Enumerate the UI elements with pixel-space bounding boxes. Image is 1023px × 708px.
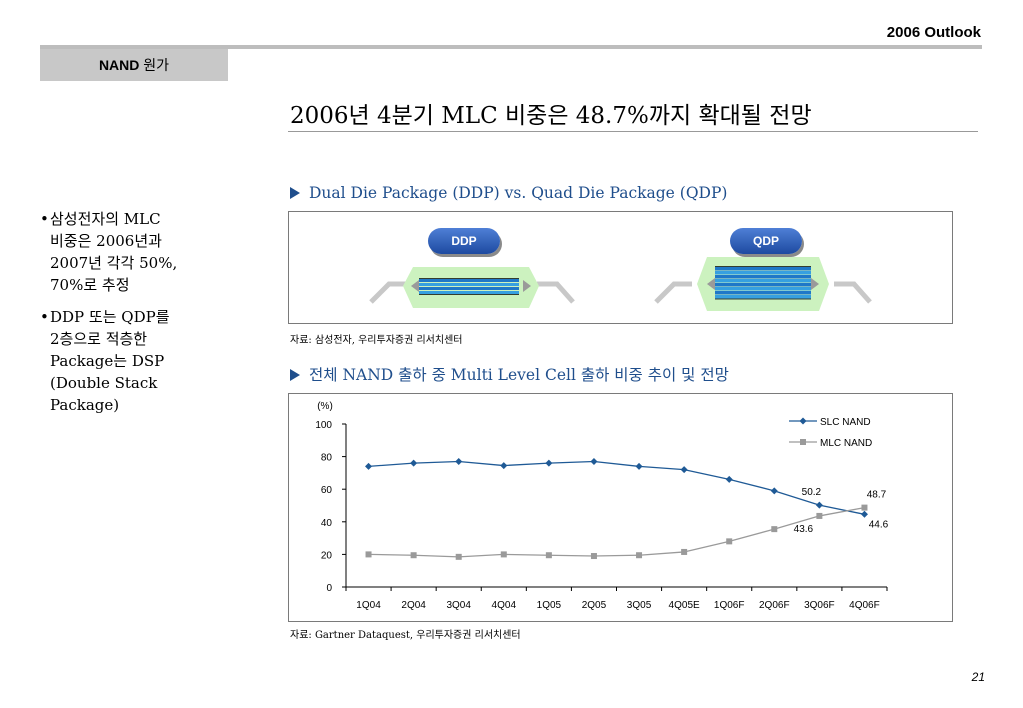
chart-frame: 0 20 40 60 80 100 (%) 1Q04 2Q04 3Q04 4Q04 1Q05 2Q05 3…: [288, 393, 953, 622]
y-tick-label: 80: [321, 453, 333, 464]
legend-marker-slc: [799, 417, 807, 425]
slc-data-point: [455, 457, 463, 465]
data-label: 50.2: [802, 487, 822, 498]
mlc-data-point: [410, 552, 417, 559]
slc-data-point: [770, 487, 778, 495]
bullet-line: Package는 DSP: [50, 352, 165, 370]
bullet-line: 비중은 2006년과: [50, 232, 162, 250]
bullet-line: (Double Stack: [50, 374, 158, 392]
triangle-bullet-icon: [290, 369, 300, 381]
x-tick-label: 2Q06F: [759, 600, 790, 611]
y-tick-label: 60: [321, 485, 333, 496]
bullet-dot: •: [40, 308, 49, 326]
chart-source: 자료: Gartner Dataquest, 우리투자증권 리서치센터: [290, 630, 521, 641]
page-number: 21: [971, 670, 985, 684]
data-label: 43.6: [794, 524, 814, 535]
qdp-package-icon: [654, 257, 872, 311]
series-line-mlc: [368, 506, 865, 558]
slc-data-point: [725, 475, 733, 483]
mlc-data-point: [545, 552, 552, 559]
x-tick-label: 4Q04: [492, 600, 517, 611]
mlc-data-point: [365, 551, 372, 558]
slc-data-point: [410, 459, 418, 467]
slc-data-point: [815, 501, 823, 509]
x-tick-label: 2Q05: [582, 600, 607, 611]
bullet-item-mlc: • 삼성전자의 MLC 비중은 2006년과 2007년 각각 50%, 70%…: [40, 208, 240, 296]
chart-heading: 전체 NAND 출하 중 Multi Level Cell 출하 비중 추이 및…: [290, 363, 729, 385]
chart-heading-text: 전체 NAND 출하 중 Multi Level Cell 출하 비중 추이 및…: [309, 366, 729, 384]
header-title: 2006 Outlook: [886, 24, 981, 41]
mlc-data-point: [861, 504, 868, 511]
mlc-data-point: [816, 512, 823, 519]
bullet-line: 2층으로 적층한: [50, 330, 148, 348]
slc-data-point: [365, 462, 373, 470]
series-line-slc: [368, 460, 865, 515]
mlc-data-point: [726, 538, 733, 545]
slc-data-point: [500, 462, 508, 470]
x-tick-label: 1Q05: [537, 600, 562, 611]
x-tick-label: 3Q05: [627, 600, 652, 611]
legend-marker-mlc: [800, 439, 806, 445]
title-rule: [288, 131, 978, 132]
mlc-data-point: [636, 552, 643, 559]
bullet-line: DDP 또는 QDP를: [50, 308, 170, 326]
x-tick-label: 4Q06F: [849, 600, 880, 611]
section-tab-bold: NAND: [98, 57, 140, 73]
data-label: 48.7: [867, 490, 887, 501]
mlc-data-point: [500, 551, 507, 558]
legend-label: MLC NAND: [820, 438, 872, 449]
data-label: 44.6: [869, 519, 889, 530]
slc-data-point: [545, 459, 553, 467]
x-tick-label: 2Q04: [401, 600, 426, 611]
slc-data-point: [860, 510, 868, 518]
x-tick-label: 1Q06F: [714, 600, 745, 611]
ddp-label: DDP: [428, 228, 500, 254]
bullet-line: 삼성전자의 MLC: [50, 210, 161, 228]
x-tick-label: 3Q04: [446, 600, 471, 611]
package-source: 자료: 삼성전자, 우리투자증권 리서치센터: [290, 335, 463, 346]
package-heading-text: Dual Die Package (DDP) vs. Quad Die Pack…: [309, 184, 728, 202]
bullet-line: 70%로 추정: [50, 276, 130, 294]
x-tick-label: 1Q04: [356, 600, 381, 611]
ddp-package-icon: [369, 267, 575, 308]
slc-data-point: [680, 466, 688, 474]
section-tab: NAND 원가: [40, 49, 228, 81]
y-tick-label: 40: [321, 518, 333, 529]
package-diagram: DDP QDP: [288, 211, 953, 324]
package-heading: Dual Die Package (DDP) vs. Quad Die Pack…: [290, 184, 727, 202]
section-tab-rest: 원가: [139, 57, 170, 73]
y-axis-label: (%): [317, 401, 333, 412]
slc-data-point: [590, 457, 598, 465]
slc-data-point: [635, 462, 643, 470]
bullet-list: • 삼성전자의 MLC 비중은 2006년과 2007년 각각 50%, 70%…: [40, 208, 240, 426]
legend-label: SLC NAND: [820, 417, 871, 428]
line-chart: 0 20 40 60 80 100 (%) 1Q04 2Q04 3Q04 4Q04 1Q05 2Q05 3…: [315, 401, 889, 611]
y-tick-label: 20: [321, 550, 333, 561]
bullet-line: 2007년 각각 50%,: [50, 254, 178, 272]
bullet-item-dsp: • DDP 또는 QDP를 2층으로 적층한 Package는 DSP (Dou…: [40, 306, 240, 416]
package-illustration: [369, 257, 872, 311]
y-tick-label: 100: [315, 420, 332, 431]
header-rule: [40, 45, 982, 49]
mlc-data-point: [681, 548, 688, 555]
x-tick-label: 4Q05E: [669, 600, 700, 611]
bullet-dot: •: [40, 210, 49, 228]
y-tick-label: 0: [326, 583, 332, 594]
page-title: 2006년 4분기 MLC 비중은 48.7%까지 확대될 전망: [290, 103, 812, 129]
triangle-bullet-icon: [290, 187, 300, 199]
mlc-data-point: [590, 553, 597, 560]
x-tick-label: 3Q06F: [804, 600, 835, 611]
bullet-line: Package): [50, 396, 120, 414]
mlc-data-point: [771, 526, 778, 533]
mlc-data-point: [455, 553, 462, 560]
qdp-label: QDP: [730, 228, 802, 254]
